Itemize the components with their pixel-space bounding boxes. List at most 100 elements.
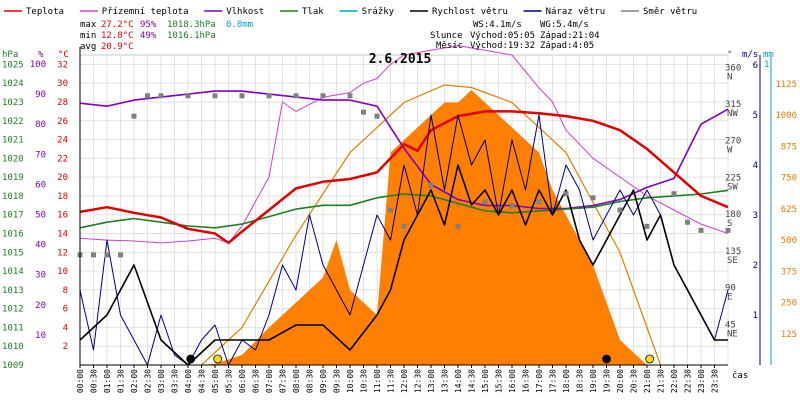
wind-direction-point	[536, 199, 542, 205]
axes-layer: hPa% °C ° m/s mm1025102410231022102110201019…	[2, 47, 797, 393]
direction-tick-label: 90	[725, 284, 736, 294]
hpa-tick-label: 1025	[2, 60, 24, 70]
ms-unit-label: m/s	[742, 50, 758, 60]
stats-avg-label: avg	[80, 42, 96, 52]
x-tick-label: 19:30	[603, 369, 612, 393]
temp-tick-label: 14	[57, 229, 68, 239]
hpa-tick-label: 1018	[2, 192, 24, 202]
moon-set-marker	[186, 354, 196, 364]
hpa-tick-label: 1016	[2, 229, 24, 239]
x-tick-label: 05:30	[225, 369, 234, 393]
solar-tick-label: 125	[781, 330, 797, 340]
temperature-line	[79, 110, 729, 245]
x-tick-label: 12:00	[400, 369, 409, 393]
x-tick-label: 03:30	[171, 369, 180, 393]
solar-tick-label: 375	[781, 267, 797, 277]
percent-tick-label: 20	[35, 301, 46, 311]
hpa-tick-label: 1015	[2, 248, 24, 258]
wind-direction-point	[347, 93, 353, 99]
x-tick-label: 14:00	[454, 369, 463, 393]
hpa-tick-label: 1009	[2, 361, 24, 371]
ms-tick-label: 3	[753, 211, 758, 221]
direction-unit-label: °	[727, 50, 732, 60]
percent-unit-label: %	[38, 50, 44, 60]
wind-direction-point	[725, 227, 731, 233]
x-tick-label: 21:00	[643, 369, 652, 393]
x-tick-label: 02:30	[144, 369, 153, 393]
moon-rise-marker	[602, 354, 611, 364]
x-tick-label: 02:00	[130, 369, 139, 393]
mm-unit-label: mm	[763, 50, 774, 60]
x-tick-label: 01:30	[117, 369, 126, 393]
hpa-tick-label: 1012	[2, 305, 24, 315]
wind-direction-point	[685, 219, 690, 225]
x-tick-label: 09:00	[319, 369, 328, 393]
x-tick-label: 10:30	[360, 369, 369, 393]
hpa-tick-label: 1023	[2, 98, 24, 108]
ms-tick-label: 1	[753, 311, 758, 321]
x-tick-label: 20:00	[616, 369, 625, 393]
legend-label: Přízemní teplota	[102, 7, 189, 17]
wind-direction-point	[91, 252, 96, 258]
legend-label: Tlak	[302, 7, 324, 17]
stats-max-press: 1018.3hPa	[167, 20, 216, 30]
direction-compass-label: W	[727, 146, 733, 156]
chart-date-title: 2.6.2015	[369, 52, 432, 67]
ms-tick-label: 6	[753, 61, 758, 71]
x-tick-label: 14:30	[468, 369, 477, 393]
stats-min-press: 1016.1hPa	[167, 31, 216, 41]
mm-tick-label: 1	[764, 60, 769, 70]
legend-label: Srážky	[362, 7, 395, 17]
hpa-tick-label: 1020	[2, 154, 24, 164]
moon-rise: Východ:19:32	[470, 41, 535, 51]
wind-direction-point	[698, 227, 704, 233]
direction-compass-label: NW	[727, 109, 738, 119]
x-tick-label: 11:00	[373, 369, 382, 393]
hpa-tick-label: 1022	[2, 117, 24, 127]
percent-tick-label: 50	[35, 211, 46, 221]
wind-direction-point	[266, 93, 272, 99]
x-tick-label: 18:30	[576, 369, 585, 393]
x-tick-label: 05:00	[211, 369, 220, 393]
ms-tick-label: 2	[753, 261, 758, 271]
x-tick-label: 07:30	[279, 369, 288, 393]
x-tick-label: 11:30	[387, 369, 396, 393]
sun-rise: Východ:05:05	[470, 31, 535, 41]
hpa-tick-label: 1024	[2, 79, 24, 89]
solar-tick-label: 1125	[775, 80, 797, 90]
legend-label: Směr větru	[643, 7, 697, 17]
x-tick-label: 23:30	[711, 369, 720, 393]
percent-tick-label: 90	[35, 90, 46, 100]
legend-label: Vlhkost	[226, 7, 264, 17]
wind-direction-point	[428, 183, 434, 189]
temp-tick-label: 8	[63, 286, 68, 296]
stats-min-label: min	[80, 31, 96, 41]
stats-max-rain: 0.0mm	[226, 20, 253, 30]
hpa-unit-label: hPa	[2, 50, 18, 60]
time-axis-label: čas	[732, 370, 748, 381]
direction-tick-label: 270	[725, 137, 741, 147]
hpa-tick-label: 1019	[2, 173, 24, 183]
x-tick-label: 13:00	[427, 369, 436, 393]
temp-tick-label: 6	[63, 305, 68, 315]
x-tick-label: 13:30	[441, 369, 450, 393]
temp-tick-label: 12	[57, 248, 68, 258]
wind-direction-point	[644, 223, 650, 229]
temp-tick-label: 20	[57, 173, 68, 183]
x-tick-label: 00:30	[90, 369, 99, 393]
hpa-tick-label: 1021	[2, 136, 24, 146]
temp-tick-label: 30	[57, 79, 68, 89]
solar-tick-label: 875	[781, 142, 797, 152]
temp-tick-label: 16	[57, 211, 68, 221]
series-layer	[77, 45, 731, 366]
temp-tick-label: 28	[57, 98, 68, 108]
solar-tick-label: 1000	[775, 111, 797, 121]
temp-tick-label: 2	[63, 342, 68, 352]
temp-tick-label: 18	[57, 192, 68, 202]
temp-tick-label: 22	[57, 154, 68, 164]
sun-rise-marker	[213, 354, 223, 364]
ms-tick-label: 4	[753, 161, 758, 171]
x-tick-label: 20:30	[630, 369, 639, 393]
direction-tick-label: 45	[725, 320, 736, 330]
